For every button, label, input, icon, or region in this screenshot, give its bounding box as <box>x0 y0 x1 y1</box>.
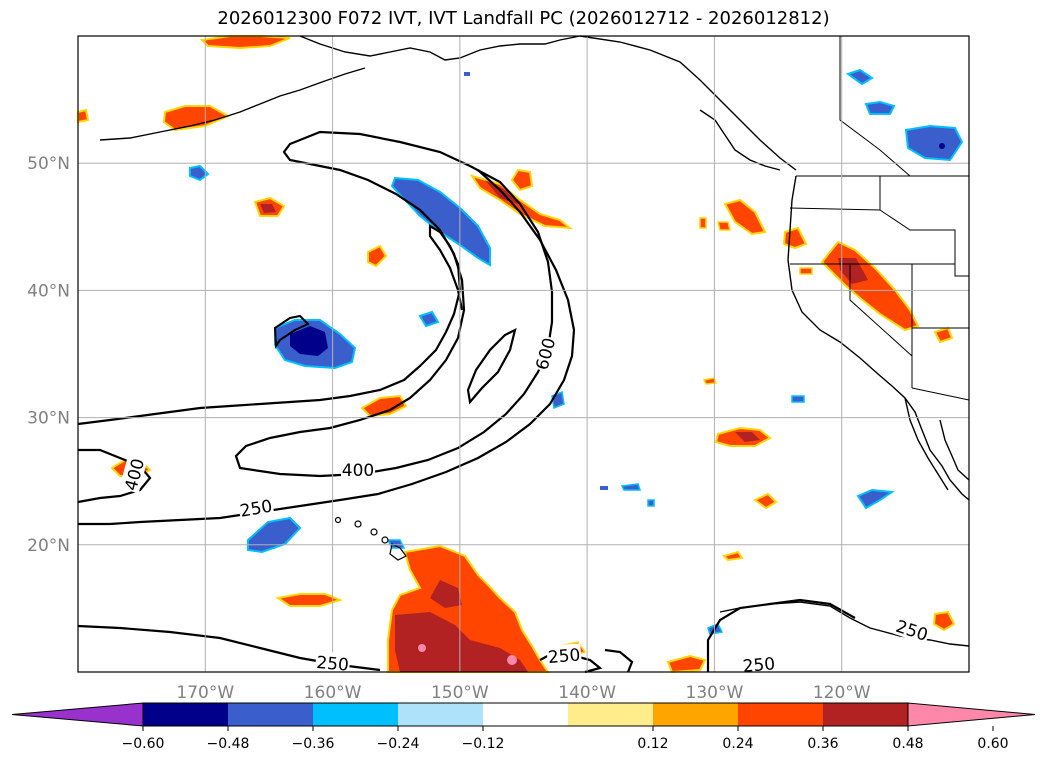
positive-pc-regions <box>77 35 956 674</box>
lon-tick-label: 130°W <box>686 683 744 703</box>
colorbar-tick-label: 0.36 <box>807 736 838 752</box>
colorbar-tick-label: 0.48 <box>892 736 923 752</box>
colorbar-extend-low <box>11 702 144 727</box>
contour-label: 400 <box>342 461 374 481</box>
colorbar-segment <box>143 703 228 726</box>
contour-600 <box>466 327 517 405</box>
contour-250-outer <box>78 169 576 526</box>
colorbar-segment <box>823 703 908 726</box>
colorbar-tick-label: −0.24 <box>377 736 420 752</box>
colorbar-extend-high <box>907 702 1036 727</box>
lat-tick-label: 20°N <box>27 536 70 556</box>
contour-label-bg <box>740 652 777 676</box>
shade-positive-south-core2 <box>430 580 462 608</box>
coast-baja <box>904 397 949 491</box>
contour-400-west <box>77 448 152 504</box>
coast-bc-islands <box>699 109 781 171</box>
colorbar-segment <box>653 703 738 726</box>
colorbar-tick-label: −0.60 <box>122 736 165 752</box>
contour-label: 250 <box>547 645 581 668</box>
lon-tick-label: 150°W <box>431 683 489 703</box>
hawaii-islands <box>334 516 407 561</box>
coast-mexico <box>939 419 970 481</box>
contour-label-bg <box>119 455 148 494</box>
coast-west-us <box>787 175 970 501</box>
contour-400 <box>234 130 554 478</box>
colorbar-segment <box>568 703 653 726</box>
shade-positive-south-core <box>395 612 528 672</box>
contour-label: 250 <box>742 654 776 677</box>
colorbar-segment <box>313 703 398 726</box>
contour-250-far <box>604 648 634 673</box>
lon-tick-label: 160°W <box>304 683 362 703</box>
coast-alaska <box>299 35 581 61</box>
coast-aleutians <box>99 67 366 141</box>
contour-label: 250 <box>316 653 350 676</box>
colorbar-tick-label: 0.12 <box>637 736 668 752</box>
colorbar-tick-label: 0.24 <box>722 736 753 752</box>
colorbar-segment <box>483 703 568 726</box>
contour-label-bg <box>546 643 582 667</box>
lat-tick-label: 30°N <box>27 409 70 429</box>
lon-tick-label: 170°W <box>176 683 234 703</box>
colorbar: −0.60 −0.48 −0.36 −0.24 −0.12 0.12 0.24 0.36 0.4… <box>11 702 1036 752</box>
lon-tick-label: 120°W <box>813 683 871 703</box>
contour-label-bg <box>530 334 559 373</box>
map-title: 2026012300 F072 IVT, IVT Landfall PC (20… <box>217 8 830 29</box>
colorbar-tick-label: −0.12 <box>462 736 505 752</box>
colorbar-tick-label: 0.60 <box>977 736 1008 752</box>
contour-label-bg <box>341 459 376 480</box>
contour-center-knot <box>273 314 310 350</box>
contour-label-bg <box>237 494 275 521</box>
contour-label-bg <box>893 614 932 645</box>
colorbar-segment <box>228 703 313 726</box>
gridlines <box>78 36 969 672</box>
colorbar-segment <box>398 703 483 726</box>
lon-tick-labels: 170°W 160°W 150°W 140°W 130°W 120°W <box>176 683 870 703</box>
coast-gulf-alaska <box>579 35 797 171</box>
lon-tick-label: 140°W <box>558 683 616 703</box>
colorbar-segment <box>738 703 823 726</box>
lat-tick-labels: 50°N 40°N 30°N 20°N <box>27 154 70 556</box>
colorbar-tick-label: −0.36 <box>292 736 335 752</box>
lat-tick-label: 40°N <box>27 281 70 301</box>
negative-pc-regions <box>189 68 964 635</box>
colorbar-tick-label: −0.48 <box>207 736 250 752</box>
shade-negative-center-core <box>290 326 328 356</box>
lat-tick-label: 50°N <box>27 154 70 174</box>
contour-label-bg <box>314 650 351 674</box>
colorbar-frame <box>142 702 909 727</box>
contour-250-se <box>706 598 856 672</box>
